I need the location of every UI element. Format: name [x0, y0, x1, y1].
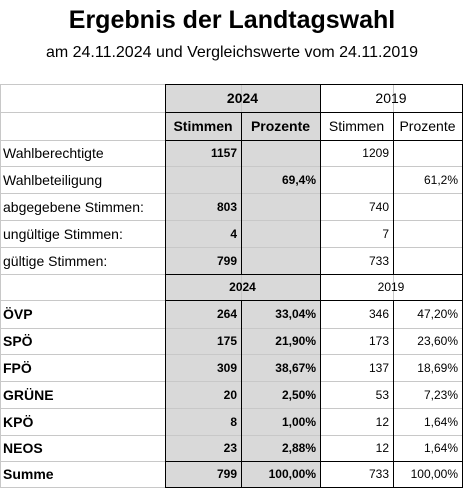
votes-2019 — [320, 166, 393, 193]
party-votes-2019: 733 — [368, 467, 389, 481]
percent-2019: 61,2% — [423, 172, 458, 187]
party-percent-2024: 21,90% — [275, 334, 316, 348]
party-votes-2024: 799 — [216, 467, 237, 481]
percent-2019 — [393, 247, 462, 274]
votes-2024 — [165, 166, 241, 193]
grid-line — [0, 381, 463, 382]
party-votes-2024: 264 — [216, 307, 237, 321]
votes-2019: 1209 — [362, 146, 389, 160]
grid-line — [0, 84, 1, 488]
row-label: ungültige Stimmen: — [3, 225, 123, 242]
year-2024-header: 2024 — [226, 90, 259, 106]
percent-2024 — [241, 193, 320, 220]
grid-line — [393, 84, 394, 488]
row-label: abgegebene Stimmen: — [3, 198, 144, 215]
party-votes-2019: 53 — [375, 387, 389, 402]
party-percent-2024: 2,88% — [281, 441, 316, 455]
party-percent-2019: 1,64% — [423, 441, 458, 455]
votes-2024: 4 — [230, 226, 237, 241]
col-votes-2019: Stimmen — [328, 118, 385, 134]
party-votes-2024: 309 — [216, 360, 237, 375]
party-votes-2019: 12 — [375, 441, 389, 455]
votes-2024: 1157 — [210, 146, 237, 160]
party-percent-2024: 2,50% — [281, 387, 316, 402]
year-2019-header: 2019 — [375, 90, 407, 106]
grid-line — [241, 84, 242, 488]
party-label: ÖVP — [3, 306, 33, 322]
grid-line — [0, 166, 463, 167]
party-votes-2019: 137 — [368, 360, 389, 375]
grid-line — [165, 300, 463, 301]
grid-line — [165, 112, 463, 113]
party-votes-2024: 23 — [223, 441, 237, 455]
percent-2019 — [393, 193, 462, 220]
votes-2024: 803 — [216, 199, 237, 214]
votes-2019: 740 — [368, 199, 389, 214]
grid-line — [0, 354, 463, 355]
party-label: KPÖ — [3, 413, 34, 430]
party-percent-2024: 100,00% — [268, 467, 316, 481]
percent-2019 — [393, 140, 462, 166]
party-year-2024-header: 2024 — [229, 280, 256, 294]
party-votes-2019: 346 — [368, 307, 389, 321]
col-votes-2024: Stimmen — [173, 118, 233, 134]
page-subtitle: am 24.11.2024 und Vergleichswerte vom 24… — [45, 44, 419, 61]
percent-2019 — [393, 220, 462, 247]
total-label: Summe — [3, 466, 54, 482]
row-label: Wahlberechtigte — [3, 145, 104, 161]
party-label: FPÖ — [3, 359, 32, 376]
party-label: GRÜNE — [3, 386, 54, 403]
percent-2024 — [241, 140, 320, 166]
party-votes-2024: 8 — [230, 414, 237, 429]
grid-line — [0, 220, 463, 221]
party-percent-2024: 33,04% — [275, 307, 316, 321]
percent-2024: 69,4% — [281, 172, 316, 187]
grid-line — [165, 274, 463, 275]
party-percent-2019: 18,69% — [417, 360, 458, 375]
party-percent-2019: 47,20% — [417, 307, 458, 321]
party-percent-2019: 23,60% — [417, 334, 458, 348]
votes-2019: 733 — [368, 253, 389, 268]
col-percent-2024: Prozente — [250, 118, 311, 134]
party-votes-2019: 12 — [375, 414, 389, 429]
percent-2024 — [241, 220, 320, 247]
party-votes-2024: 20 — [223, 387, 237, 402]
party-year-2019-header: 2019 — [377, 280, 405, 294]
party-percent-2019: 1,64% — [423, 414, 458, 429]
votes-2024: 799 — [216, 253, 237, 268]
row-label: gültige Stimmen: — [3, 252, 108, 269]
party-label: SPÖ — [3, 333, 33, 349]
percent-2024 — [241, 247, 320, 274]
party-percent-2019: 7,23% — [423, 387, 458, 402]
grid-line — [165, 84, 463, 85]
shade-2024-percent — [241, 84, 320, 487]
grid-line — [0, 247, 463, 248]
col-percent-2019: Prozente — [399, 118, 456, 134]
party-votes-2024: 175 — [216, 334, 237, 348]
row-label: Wahlbeteiligung — [3, 171, 103, 188]
grid-line — [393, 300, 394, 488]
grid-line — [165, 461, 463, 462]
grid-line — [0, 435, 463, 436]
shade-2024-votes — [165, 84, 241, 487]
votes-2019: 7 — [382, 226, 389, 241]
grid-line — [0, 408, 463, 409]
party-percent-2024: 1,00% — [281, 414, 316, 429]
grid-line — [462, 84, 463, 488]
party-label: NEOS — [3, 440, 43, 456]
grid-line — [393, 112, 394, 274]
grid-line — [165, 140, 463, 141]
grid-line — [241, 300, 242, 488]
grid-line — [0, 193, 463, 194]
page-title: Ergebnis der Landtagswahl — [68, 6, 396, 34]
party-percent-2019: 100,00% — [410, 467, 458, 481]
party-votes-2019: 173 — [368, 334, 389, 348]
grid-line — [0, 328, 463, 329]
grid-line — [241, 112, 242, 274]
grid-line — [165, 84, 166, 488]
grid-line — [320, 84, 321, 488]
party-percent-2024: 38,67% — [275, 360, 316, 375]
